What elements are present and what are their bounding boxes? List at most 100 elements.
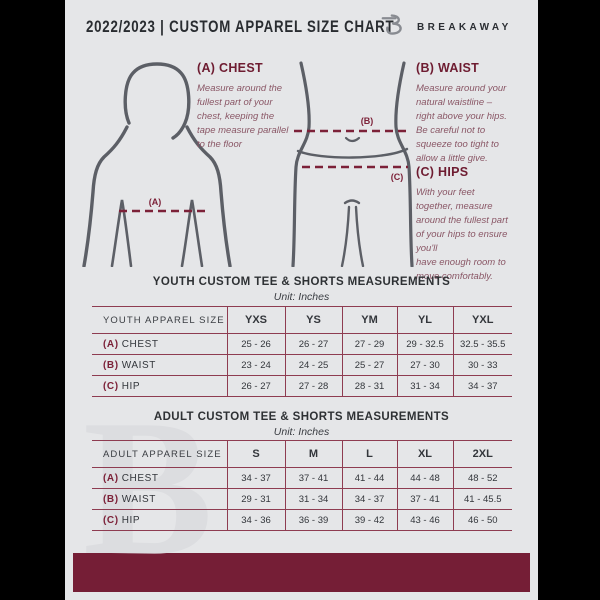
left-shoulder-arm (82, 125, 129, 267)
table-cell: 26 - 27 (284, 333, 342, 355)
waist-note-heading: (B) WAIST (416, 61, 480, 75)
chest-note-body: Measure around the fullest part of your … (197, 83, 289, 150)
adult-column-l: L (341, 440, 397, 468)
adult-column-m: M (284, 440, 342, 468)
youth-column-ym: YM (341, 306, 397, 334)
adult-hip-row: (C) HIP 34 - 36 36 - 39 39 - 42 43 - 46 4… (92, 509, 512, 531)
waistband-curve (296, 147, 409, 159)
row-prefix: (C) (103, 380, 119, 392)
brand-name: BREAKAWAY (417, 21, 512, 33)
hips-note: (C) HIPS With your feet together, measur… (416, 165, 536, 284)
waist-note: (B) WAIST Measure around your natural wa… (416, 61, 536, 166)
table-cell: 27 - 28 (284, 375, 342, 397)
page-title: 2022/2023 | CUSTOM APPAREL SIZE CHART (86, 17, 395, 36)
adult-waist-row: (B) WAIST 29 - 31 31 - 34 34 - 37 37 - 41… (92, 488, 512, 510)
breakaway-b-logo-icon (381, 13, 408, 42)
row-label: (A) CHEST (92, 333, 227, 355)
chest-note-heading: (A) CHEST (197, 61, 263, 75)
youth-column-yxs: YXS (226, 306, 285, 334)
table-cell: 39 - 42 (341, 509, 397, 531)
table-cell: 29 - 31 (226, 488, 285, 510)
youth-chest-row: (A) CHEST 25 - 26 26 - 27 27 - 29 29 - 32… (92, 333, 512, 355)
adult-header-row: ADULT APPAREL SIZE S M L XL 2XL (92, 440, 512, 468)
youth-column-yxl: YXL (452, 306, 512, 334)
adult-column-xl: XL (396, 440, 453, 468)
row-label-text: WAIST (121, 359, 156, 371)
row-label-text: CHEST (121, 472, 159, 484)
table-cell: 24 - 25 (284, 354, 342, 376)
row-label-text: HIP (121, 514, 141, 526)
youth-column-yl: YL (396, 306, 453, 334)
table-cell: 43 - 46 (396, 509, 453, 531)
youth-hip-row: (C) HIP 26 - 27 27 - 28 28 - 31 31 - 34 3… (92, 375, 512, 397)
youth-header-row: YOUTH APPAREL SIZE YXS YS YM YL YXL (92, 306, 512, 334)
youth-size-label-header: YOUTH APPAREL SIZE (92, 306, 227, 334)
table-cell: 25 - 26 (226, 333, 285, 355)
upper-body-figure: (A) (82, 62, 232, 267)
table-cell: 27 - 30 (396, 354, 453, 376)
row-label: (C) HIP (92, 509, 227, 531)
table-cell: 36 - 39 (284, 509, 342, 531)
table-cell: 48 - 52 (452, 467, 512, 489)
navel-mark (344, 136, 361, 143)
table-cell: 34 - 37 (226, 467, 285, 489)
table-cell: 41 - 45.5 (452, 488, 512, 510)
left-torso-leg-outline (291, 61, 311, 267)
row-label-text: WAIST (121, 493, 156, 505)
waist-marker-label: (B) (361, 116, 374, 126)
head-outline (123, 62, 191, 140)
adult-section-title: ADULT CUSTOM TEE & SHORTS MEASUREMENTS (153, 411, 450, 423)
table-cell: 26 - 27 (226, 375, 285, 397)
hips-marker-label: (C) (391, 172, 404, 182)
table-cell: 23 - 24 (226, 354, 285, 376)
table-cell: 34 - 37 (452, 375, 512, 397)
brand-lockup: BREAKAWAY (381, 13, 512, 42)
table-cell: 37 - 41 (396, 488, 453, 510)
table-cell: 29 - 32.5 (396, 333, 453, 355)
table-cell: 44 - 48 (396, 467, 453, 489)
lower-body-figure: (B) (C) (291, 61, 414, 267)
adult-column-s: S (226, 440, 285, 468)
row-prefix: (C) (103, 514, 119, 526)
table-cell: 34 - 37 (341, 488, 397, 510)
adult-size-label-header: ADULT APPAREL SIZE (92, 440, 227, 468)
waist-note-body: Measure around your natural waistline – … (416, 83, 507, 164)
right-inner-leg (354, 205, 365, 267)
right-armpit-line (180, 199, 204, 267)
adult-size-table: ADULT APPAREL SIZE S M L XL 2XL (A) CHEST… (92, 440, 512, 531)
table-cell: 28 - 31 (341, 375, 397, 397)
table-cell: 46 - 50 (452, 509, 512, 531)
table-cell: 27 - 29 (341, 333, 397, 355)
row-label-text: HIP (121, 380, 141, 392)
flyer-page: 2022/2023 | CUSTOM APPAREL SIZE CHART BR… (65, 0, 538, 600)
adult-unit-label: Unit: Inches (273, 426, 330, 438)
hips-note-body: With your feet together, measure around … (416, 187, 508, 282)
table-cell: 31 - 34 (284, 488, 342, 510)
left-inner-leg (340, 205, 351, 267)
youth-waist-row: (B) WAIST 23 - 24 24 - 25 25 - 27 27 - 30… (92, 354, 512, 376)
row-prefix: (A) (103, 472, 119, 484)
table-cell: 30 - 33 (452, 354, 512, 376)
table-cell: 31 - 34 (396, 375, 453, 397)
chest-marker-label: (A) (149, 197, 162, 207)
right-shoulder-arm (185, 125, 232, 267)
row-label: (A) CHEST (92, 467, 227, 489)
table-cell: 32.5 - 35.5 (452, 333, 512, 355)
footer-accent-bar (73, 553, 530, 592)
row-label: (C) HIP (92, 375, 227, 397)
right-torso-leg-outline (394, 61, 414, 267)
chest-note: (A) CHEST Measure around the fullest par… (197, 61, 317, 152)
crotch-curve (343, 199, 361, 205)
youth-unit-label: Unit: Inches (273, 291, 330, 303)
youth-column-ys: YS (284, 306, 342, 334)
table-cell: 25 - 27 (341, 354, 397, 376)
row-prefix: (B) (103, 493, 119, 505)
row-prefix: (A) (103, 338, 119, 350)
adult-column-2xl: 2XL (452, 440, 512, 468)
left-armpit-line (110, 199, 133, 267)
row-label: (B) WAIST (92, 488, 227, 510)
row-label-text: CHEST (121, 338, 159, 350)
table-cell: 41 - 44 (341, 467, 397, 489)
adult-chest-row: (A) CHEST 34 - 37 37 - 41 41 - 44 44 - 48… (92, 467, 512, 489)
